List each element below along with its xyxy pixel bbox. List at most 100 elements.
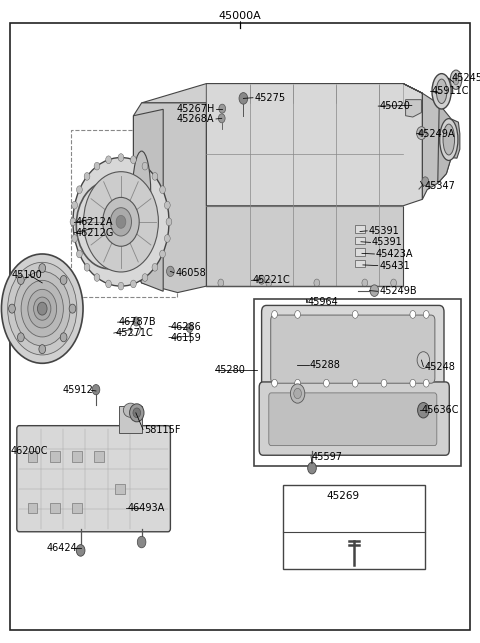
Circle shape — [165, 201, 170, 209]
Circle shape — [131, 280, 136, 288]
Text: 45636C: 45636C — [421, 405, 459, 415]
Text: 45269: 45269 — [326, 491, 360, 502]
Text: 46200C: 46200C — [11, 446, 48, 457]
Circle shape — [239, 93, 248, 104]
Circle shape — [60, 275, 67, 284]
Ellipse shape — [436, 79, 447, 104]
Circle shape — [362, 279, 368, 287]
Polygon shape — [142, 84, 422, 103]
Circle shape — [381, 379, 387, 387]
Text: 46787B: 46787B — [119, 317, 156, 327]
Ellipse shape — [132, 151, 151, 235]
Circle shape — [118, 154, 124, 161]
Circle shape — [133, 317, 140, 326]
Bar — [28, 503, 37, 513]
Circle shape — [165, 235, 170, 242]
Bar — [28, 451, 37, 462]
Bar — [50, 451, 60, 462]
Circle shape — [308, 462, 316, 474]
Circle shape — [69, 304, 76, 313]
Circle shape — [37, 302, 47, 315]
Circle shape — [352, 311, 358, 318]
Text: 45275: 45275 — [254, 93, 286, 103]
Circle shape — [352, 379, 358, 387]
Text: 46424: 46424 — [47, 543, 78, 553]
Ellipse shape — [133, 408, 141, 418]
Circle shape — [76, 186, 82, 194]
Circle shape — [106, 156, 111, 163]
Circle shape — [94, 274, 100, 282]
Circle shape — [142, 274, 148, 282]
Circle shape — [419, 130, 424, 136]
Circle shape — [294, 388, 301, 399]
Circle shape — [272, 379, 277, 387]
Circle shape — [110, 208, 132, 236]
Circle shape — [290, 384, 305, 403]
FancyBboxPatch shape — [271, 315, 435, 383]
Circle shape — [166, 218, 172, 226]
Circle shape — [70, 218, 76, 226]
Text: 45249B: 45249B — [379, 286, 417, 296]
Polygon shape — [206, 206, 403, 286]
Circle shape — [137, 536, 146, 548]
Circle shape — [422, 177, 429, 186]
FancyBboxPatch shape — [259, 382, 449, 455]
Bar — [283, 485, 425, 569]
Circle shape — [106, 280, 111, 288]
Circle shape — [39, 264, 46, 273]
Bar — [115, 484, 125, 494]
Circle shape — [76, 545, 85, 556]
Text: 58115F: 58115F — [144, 424, 180, 435]
Text: 46493A: 46493A — [127, 503, 165, 513]
Bar — [355, 260, 365, 267]
Circle shape — [152, 172, 158, 180]
Circle shape — [28, 289, 57, 328]
Circle shape — [73, 158, 169, 286]
Text: 45267H: 45267H — [177, 104, 215, 114]
Text: 45391: 45391 — [372, 237, 403, 248]
Circle shape — [1, 254, 83, 363]
Circle shape — [410, 379, 416, 387]
Bar — [119, 406, 142, 433]
Text: 45911C: 45911C — [432, 86, 469, 96]
Text: 45000A: 45000A — [218, 10, 262, 21]
Bar — [72, 451, 82, 462]
Circle shape — [8, 262, 77, 355]
Text: 45020: 45020 — [379, 101, 410, 111]
Polygon shape — [133, 103, 206, 293]
Bar — [94, 451, 104, 462]
Ellipse shape — [432, 74, 451, 109]
Circle shape — [417, 127, 426, 140]
Circle shape — [272, 311, 277, 318]
Text: 45423A: 45423A — [375, 249, 413, 259]
Circle shape — [92, 385, 100, 395]
Circle shape — [131, 156, 136, 163]
Bar — [355, 237, 365, 244]
Text: 45964: 45964 — [307, 297, 338, 307]
Circle shape — [418, 403, 429, 418]
Bar — [50, 503, 60, 513]
Ellipse shape — [440, 118, 458, 160]
Text: 45248: 45248 — [424, 361, 455, 372]
Circle shape — [21, 280, 63, 337]
Text: 46058: 46058 — [175, 267, 206, 278]
Circle shape — [152, 264, 158, 271]
Text: 45268A: 45268A — [177, 114, 214, 124]
Ellipse shape — [123, 403, 138, 417]
Text: 45288: 45288 — [310, 360, 340, 370]
Circle shape — [72, 201, 77, 209]
Circle shape — [76, 250, 82, 258]
Polygon shape — [403, 84, 451, 199]
Text: 45245A: 45245A — [451, 73, 480, 84]
Circle shape — [258, 275, 265, 284]
Circle shape — [410, 311, 416, 318]
Circle shape — [417, 352, 430, 368]
Circle shape — [14, 271, 70, 346]
Circle shape — [295, 379, 300, 387]
Text: 45100: 45100 — [12, 269, 43, 280]
Circle shape — [160, 186, 166, 194]
Circle shape — [39, 345, 46, 354]
Circle shape — [295, 311, 300, 318]
Circle shape — [167, 266, 174, 276]
Text: 46286: 46286 — [170, 322, 201, 332]
